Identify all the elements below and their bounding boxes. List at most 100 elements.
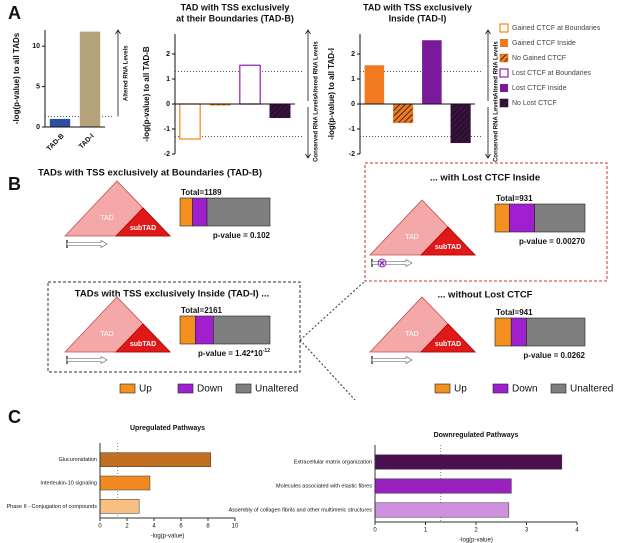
y-tick-label: -2	[164, 151, 170, 158]
arrow-head	[305, 29, 311, 35]
p-value-exponent: -12	[263, 348, 270, 354]
x-tick-label: TAD-I	[78, 133, 96, 151]
bar	[374, 502, 510, 518]
share-segment	[494, 203, 510, 233]
annotation: Conserved RNA Levels	[314, 95, 320, 161]
annotation: Altered RNA Levels	[314, 41, 320, 97]
category-label: Phase II - Conjugation of compounds	[6, 504, 97, 510]
p-value-text: p-value = 0.102	[213, 231, 271, 240]
legend-label: Down	[512, 384, 538, 395]
category-label: Molecules associated with elastic fibres	[276, 483, 372, 489]
gene-arrow	[371, 355, 413, 365]
legend-swatch	[235, 383, 252, 394]
y-tick-label: 1	[351, 76, 355, 83]
share-segment	[192, 197, 208, 227]
legend-label: Unaltered	[570, 384, 613, 395]
bar	[364, 65, 385, 104]
y-tick-label: -1	[349, 126, 355, 133]
subtad-label: subTAD	[130, 341, 156, 348]
share-segment	[526, 317, 586, 347]
x-tick-label: 0	[373, 528, 377, 534]
legend-swatch	[434, 383, 451, 394]
subtad-triangle	[420, 226, 476, 256]
legend-label: Up	[139, 384, 152, 395]
legend-swatch	[499, 68, 509, 78]
category-label: Interleukin-10 signaling	[40, 480, 97, 486]
x-tick-label: 1	[424, 528, 428, 534]
legend-swatch	[119, 383, 136, 394]
bar	[393, 103, 414, 124]
share-segment	[509, 203, 535, 233]
x-tick-label: 3	[525, 528, 529, 534]
connector	[299, 280, 366, 341]
legend-label: No Lost CTCF	[512, 100, 557, 107]
bar	[179, 103, 201, 140]
y-tick-label: 0	[351, 101, 355, 108]
arrow-head	[485, 153, 491, 159]
subtad-triangle	[420, 323, 476, 353]
box-title: ... without Lost CTCF	[438, 290, 533, 301]
bar	[269, 103, 291, 119]
y-tick-label: 0	[36, 124, 40, 131]
x-tick-label: 10	[232, 524, 239, 530]
legend-label: No Gained CTCF	[512, 55, 566, 62]
y-tick-label: -1	[164, 126, 170, 133]
arrow-head	[115, 29, 121, 35]
panel-label: C	[8, 407, 21, 427]
legend-swatch	[177, 383, 194, 394]
total-label: Total=2161	[181, 306, 223, 315]
share-segment	[179, 197, 193, 227]
category-label: Glucuronidation	[58, 457, 97, 463]
x-tick-label: 0	[98, 524, 102, 530]
tad-label: TAD	[405, 331, 418, 338]
p-value: p-value = 0.00270	[519, 237, 586, 246]
chart-title: TAD with TSS exclusively	[181, 2, 290, 12]
bar	[374, 478, 512, 494]
legend-label: Gained CTCF Inside	[512, 40, 576, 47]
y-tick-label: 5	[36, 83, 40, 90]
subtad-triangle	[115, 207, 171, 237]
p-value-text: p-value = 1.42*10	[198, 349, 263, 358]
legend-label: Lost CTCF at Boundaries	[512, 70, 591, 77]
bar	[79, 31, 101, 127]
chart-title: at their Boundaries (TAD-B)	[176, 13, 294, 23]
chart-title: TAD with TSS exclusively	[363, 2, 472, 12]
y-tick-label: -2	[349, 151, 355, 158]
legend-swatch	[550, 383, 567, 394]
y-axis-label: -log(p-value) to all TAD-B	[142, 46, 151, 142]
x-tick-label: 2	[125, 524, 129, 530]
gene-arrow	[371, 258, 413, 268]
total-label: Total=931	[496, 194, 533, 203]
y-axis-label: -log(p-value) to all TAD-I	[327, 48, 336, 140]
share-segment	[195, 315, 214, 345]
box-title: TADs with TSS exclusively at Boundaries …	[38, 168, 262, 179]
legend-label: Gained CTCF at Boundaries	[512, 25, 601, 32]
box-title: TADs with TSS exclusively Inside (TAD-I)…	[75, 289, 269, 300]
x-axis-label: -log(p-value)	[459, 538, 493, 543]
legend-label: Up	[454, 384, 467, 395]
x-tick-label: TAD-B	[46, 133, 66, 153]
gene-arrow	[66, 239, 108, 249]
x-tick-label: 4	[152, 524, 156, 530]
tad-label: TAD	[100, 331, 113, 338]
legend-swatch	[499, 98, 509, 108]
bar	[99, 452, 211, 467]
legend-label: Down	[197, 384, 223, 395]
y-tick-label: 1	[166, 76, 170, 83]
legend-swatch	[499, 53, 509, 63]
tad-label: TAD	[405, 234, 418, 241]
legend-swatch	[500, 84, 508, 92]
bar	[49, 118, 71, 127]
connector	[299, 339, 356, 401]
category-label: Extracellular matrix organization	[294, 459, 372, 465]
total-label: Total=941	[496, 308, 533, 317]
x-tick-label: 8	[206, 524, 210, 530]
legend-swatch	[499, 23, 509, 33]
x-tick-label: 4	[575, 528, 579, 534]
y-tick-label: 0	[166, 101, 170, 108]
p-value: p-value = 1.42*10-12	[198, 348, 270, 358]
category-label: Assembly of collagen fibrils and other m…	[229, 507, 373, 513]
panel-label: B	[8, 174, 21, 194]
